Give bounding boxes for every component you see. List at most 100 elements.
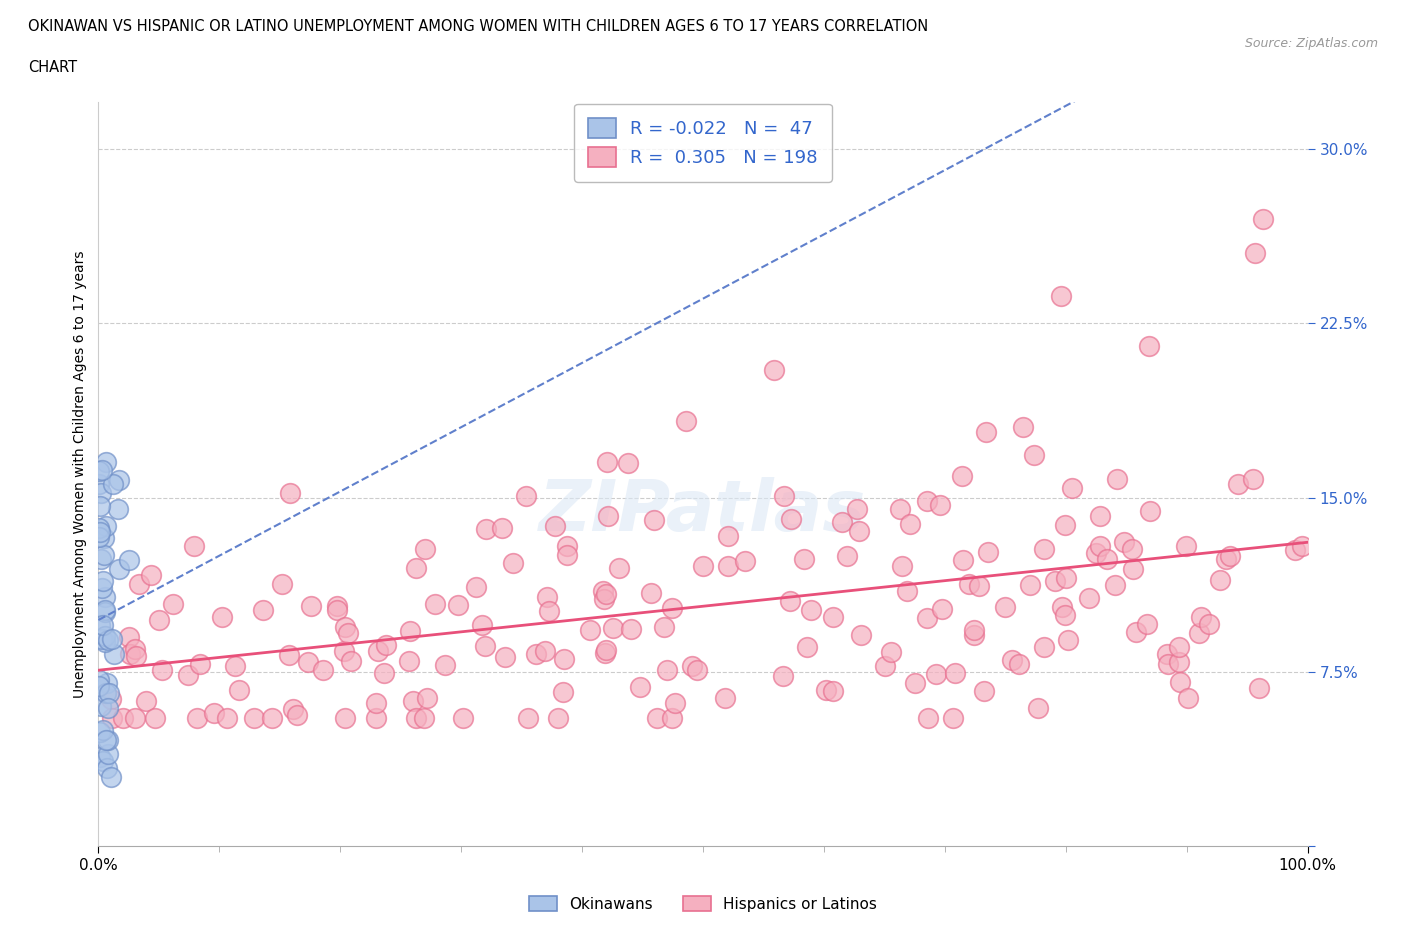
Point — [1125, 624, 1147, 639]
Point — [1188, 626, 1211, 641]
Point — [413, 541, 436, 556]
Point — [1139, 503, 1161, 518]
Point — [579, 623, 602, 638]
Point — [366, 711, 388, 725]
Point — [94, 629, 117, 644]
Point — [94, 590, 117, 604]
Point — [1085, 546, 1108, 561]
Point — [1011, 419, 1033, 434]
Point — [607, 560, 630, 575]
Point — [1050, 289, 1073, 304]
Point — [451, 711, 474, 725]
Point — [89, 750, 111, 764]
Text: CHART: CHART — [28, 60, 77, 75]
Point — [87, 477, 110, 492]
Point — [1054, 571, 1077, 586]
Point — [593, 591, 616, 606]
Point — [848, 524, 870, 538]
Point — [661, 601, 683, 616]
Point — [202, 706, 225, 721]
Point — [90, 551, 112, 566]
Point — [647, 711, 669, 725]
Point — [1177, 690, 1199, 705]
Point — [1198, 616, 1220, 631]
Point — [183, 538, 205, 553]
Point — [243, 711, 266, 725]
Point — [643, 512, 665, 527]
Point — [326, 599, 349, 614]
Point — [297, 654, 319, 669]
Point — [773, 488, 796, 503]
Point — [94, 454, 117, 469]
Point — [898, 516, 921, 531]
Point — [1226, 477, 1249, 492]
Point — [664, 696, 686, 711]
Point — [1243, 246, 1265, 260]
Point — [101, 631, 124, 646]
Point — [398, 653, 420, 668]
Point — [224, 658, 246, 673]
Point — [186, 711, 208, 725]
Legend: Okinawans, Hispanics or Latinos: Okinawans, Hispanics or Latinos — [523, 889, 883, 918]
Legend: R = -0.022   N =  47, R =  0.305   N = 198: R = -0.022 N = 47, R = 0.305 N = 198 — [574, 104, 832, 181]
Point — [517, 711, 540, 725]
Point — [143, 711, 166, 725]
Point — [217, 711, 239, 725]
Point — [91, 722, 114, 737]
Point — [596, 508, 619, 523]
Point — [734, 553, 756, 568]
Point — [595, 455, 617, 470]
Point — [793, 551, 815, 566]
Point — [87, 673, 110, 688]
Point — [474, 639, 496, 654]
Point — [97, 733, 120, 748]
Point — [1136, 617, 1159, 631]
Point — [891, 558, 914, 573]
Point — [915, 610, 938, 625]
Point — [875, 658, 897, 673]
Point — [91, 580, 114, 595]
Point — [135, 694, 157, 709]
Point — [117, 630, 139, 644]
Point — [141, 568, 163, 583]
Point — [332, 643, 354, 658]
Point — [97, 700, 120, 715]
Point — [896, 583, 918, 598]
Point — [405, 711, 427, 725]
Point — [1104, 578, 1126, 592]
Point — [416, 690, 439, 705]
Point — [1032, 640, 1054, 655]
Point — [1062, 481, 1084, 496]
Text: OKINAWAN VS HISPANIC OR LATINO UNEMPLOYMENT AMONG WOMEN WITH CHILDREN AGES 6 TO : OKINAWAN VS HISPANIC OR LATINO UNEMPLOYM… — [28, 19, 928, 33]
Point — [796, 639, 818, 654]
Point — [1208, 572, 1230, 587]
Point — [333, 711, 356, 725]
Point — [1077, 591, 1099, 605]
Point — [101, 476, 124, 491]
Point — [447, 598, 470, 613]
Point — [544, 518, 567, 533]
Point — [260, 711, 283, 725]
Point — [620, 621, 643, 636]
Point — [188, 657, 211, 671]
Point — [1121, 542, 1143, 557]
Point — [107, 562, 129, 577]
Point — [1026, 700, 1049, 715]
Point — [148, 613, 170, 628]
Point — [889, 501, 911, 516]
Point — [846, 502, 869, 517]
Point — [494, 649, 516, 664]
Point — [107, 502, 129, 517]
Point — [118, 553, 141, 568]
Point — [547, 711, 569, 725]
Point — [96, 685, 118, 700]
Point — [128, 577, 150, 591]
Point — [125, 649, 148, 664]
Point — [1156, 646, 1178, 661]
Point — [553, 652, 575, 667]
Point — [278, 486, 301, 501]
Point — [97, 747, 120, 762]
Point — [337, 626, 360, 641]
Point — [1105, 472, 1128, 486]
Point — [285, 708, 308, 723]
